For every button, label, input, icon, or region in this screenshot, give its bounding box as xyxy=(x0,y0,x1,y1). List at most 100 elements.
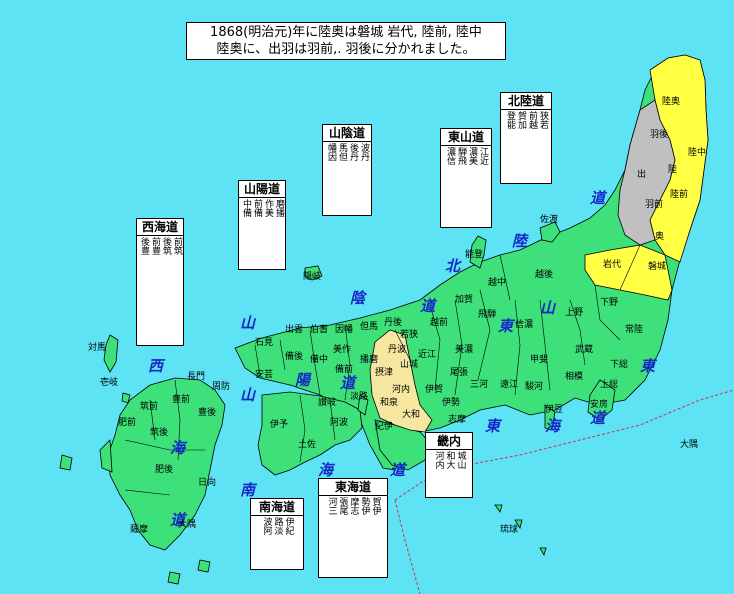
province-col: 後筑 xyxy=(161,237,171,255)
province-col: 江近 xyxy=(478,147,488,165)
province-label: 上総 xyxy=(600,380,619,390)
province-label: 伊予 xyxy=(270,420,289,430)
hokurikudo-provinces: 狭若 前越 賀加 登能 xyxy=(503,111,549,181)
shikoku-land xyxy=(257,391,363,476)
kinai-region xyxy=(369,329,433,433)
province-label: 山城 xyxy=(400,360,419,370)
southern-islands-2 xyxy=(197,559,211,573)
route-label: 山 xyxy=(540,299,556,317)
route-label: 陸 xyxy=(512,232,528,250)
province-label: 陸 xyxy=(668,165,678,175)
province-label: 阿波 xyxy=(330,418,349,428)
caption-line-1: 1868(明治元)年に陸奥は磐城 岩代, 陸前, 陸中 xyxy=(210,25,482,40)
route-label: 陰 xyxy=(350,289,366,307)
province-label: 下総 xyxy=(610,360,629,370)
route-label: 道 xyxy=(170,511,186,529)
province-label: 伊勢 xyxy=(442,398,461,408)
province-label: 岩代 xyxy=(603,260,622,270)
province-col: 伊紀 xyxy=(283,517,294,535)
province-label: 肥後 xyxy=(155,465,174,475)
route-label: 道 xyxy=(420,297,436,315)
province-col: 路淡 xyxy=(272,517,283,535)
province-label: 薩摩 xyxy=(130,525,149,535)
province-label: 出雲 xyxy=(285,325,304,335)
province-col: 登能 xyxy=(505,111,515,129)
province-label: 羽後 xyxy=(650,130,669,140)
saninodo-provinces: 波丹 後丹 馬但 幡因 xyxy=(325,143,369,213)
province-label: 美濃 xyxy=(455,345,474,355)
province-label: 安芸 xyxy=(255,370,274,380)
goto-islands xyxy=(59,454,73,471)
province-label: 上野 xyxy=(565,308,584,318)
caption-box: 1868(明治元)年に陸奥は磐城 岩代, 陸前, 陸中 陸奥に、出羽は羽前,. … xyxy=(186,22,506,60)
province-col: 作美 xyxy=(263,199,273,217)
route-label: 東 xyxy=(498,317,514,335)
province-label: 駿河 xyxy=(525,382,544,392)
province-label: 大隅 xyxy=(178,520,197,530)
province-label: 対馬 xyxy=(88,343,107,353)
route-label: 北 xyxy=(445,257,461,275)
province-label: 和泉 xyxy=(380,398,399,408)
province-label: 伊賀 xyxy=(425,385,444,395)
province-label: 美作 xyxy=(333,345,352,355)
province-col: 摩志 xyxy=(348,497,359,515)
kyushu-land xyxy=(107,377,226,551)
route-label: 山 xyxy=(240,314,256,332)
province-label: 丹後 xyxy=(384,318,403,328)
province-label: 石見 xyxy=(255,338,274,348)
gokishichido-box: 畿内 城山 和大 河内 xyxy=(425,432,473,498)
province-col: 騨飛 xyxy=(456,147,466,165)
province-label: 因幡 xyxy=(335,325,354,335)
province-col: 後豊 xyxy=(139,237,149,255)
province-col: 河三 xyxy=(326,497,337,515)
province-col: 濃信 xyxy=(445,147,455,165)
tosando-title: 東山道 xyxy=(441,129,491,146)
province-col: 狭若 xyxy=(538,111,548,129)
province-label: 越前 xyxy=(430,318,449,328)
province-label: 伊豆 xyxy=(545,405,564,415)
province-col: 賀加 xyxy=(516,111,526,129)
province-col: 城山 xyxy=(455,451,466,469)
noto-peninsula xyxy=(469,235,487,269)
province-label: 陸中 xyxy=(688,148,707,158)
dewa-region xyxy=(617,99,676,246)
province-col: 濃美 xyxy=(467,147,477,165)
saikaido-title: 西海道 xyxy=(137,219,183,236)
province-label: 志摩 xyxy=(448,415,467,425)
route-label: 海 xyxy=(545,417,561,435)
gokishichido-provinces: 城山 和大 河内 xyxy=(428,451,470,495)
province-label: 琉球 xyxy=(500,525,519,535)
tokaido-box: 東海道 賀伊 勢伊 摩志 張尾 河三 xyxy=(318,478,388,578)
province-col: 磨播 xyxy=(274,199,284,217)
izu-peninsula xyxy=(544,404,556,431)
province-label: 陸前 xyxy=(670,190,689,200)
province-col: 賀伊 xyxy=(370,497,381,515)
province-label: 備中 xyxy=(310,355,329,365)
sanyodo-provinces: 磨播 作美 前備 中備 xyxy=(241,199,284,267)
saikaido-provinces: 前筑 後筑 前豊 後豊 xyxy=(139,237,182,343)
route-label: 南 xyxy=(240,481,256,499)
nankaido-title: 南海道 xyxy=(251,499,303,516)
province-label: 大和 xyxy=(402,410,421,420)
province-label: 壱岐 xyxy=(100,378,119,388)
province-label: 信濃 xyxy=(515,320,534,330)
sea-route-line-2 xyxy=(394,499,421,594)
province-label: 磐城 xyxy=(648,262,667,272)
province-label: 佐渡 xyxy=(540,215,559,225)
nankaido-box: 南海道 伊紀 路淡 波阿 xyxy=(250,498,304,570)
province-col: 前備 xyxy=(252,199,262,217)
kyushu-west xyxy=(99,439,113,473)
province-label: 備後 xyxy=(285,352,304,362)
hokurikudo-title: 北陸道 xyxy=(501,93,551,110)
province-label: 三河 xyxy=(470,380,489,390)
province-label: 周防 xyxy=(212,382,231,392)
hokurikudo-box: 北陸道 狭若 前越 賀加 登能 xyxy=(500,92,552,184)
province-label: 遠江 xyxy=(500,380,519,390)
province-col: 後丹 xyxy=(348,143,358,161)
route-label: 西 xyxy=(148,357,164,375)
province-col: 前越 xyxy=(527,111,537,129)
province-label: 尾張 xyxy=(450,368,469,378)
route-label: 山 xyxy=(240,386,256,404)
province-label: 相模 xyxy=(565,372,584,382)
